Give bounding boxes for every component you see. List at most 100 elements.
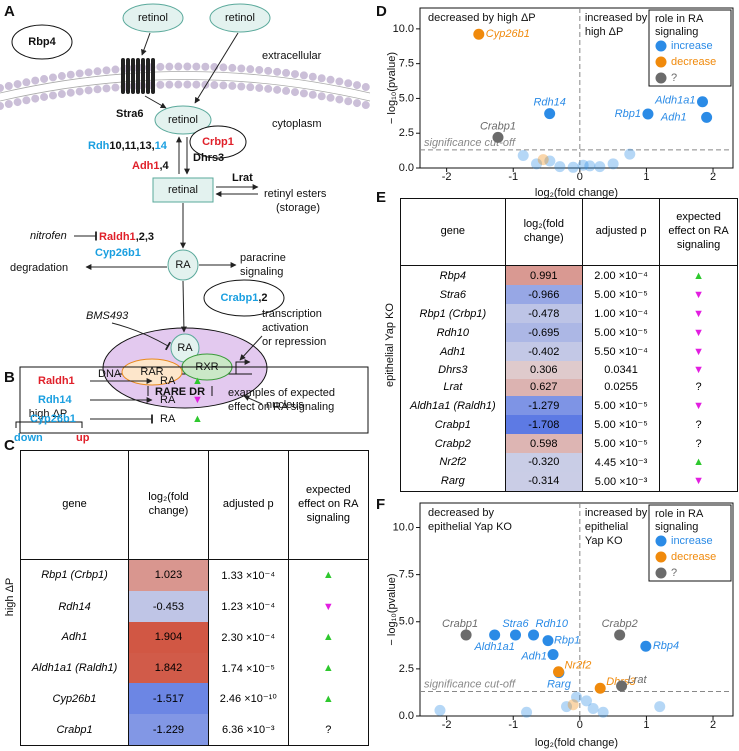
cell: Crabp1 [434, 418, 471, 431]
panel-letters: A B C D E F [4, 3, 387, 513]
x-tick-label: -2 [442, 719, 452, 731]
header-cell: expected effect on RA signaling [287, 451, 368, 560]
label: cytoplasm [272, 118, 322, 130]
label: degradation [10, 262, 68, 274]
cell: 5.00 ×10⁻⁵ [581, 396, 660, 416]
label: retinyl esters [264, 188, 327, 200]
header-cell: gene [401, 199, 506, 267]
stra6-protein [121, 58, 155, 94]
point [473, 28, 485, 40]
cell: Lrat [443, 381, 463, 394]
molecule [167, 249, 199, 281]
inhibition [111, 322, 172, 351]
x-tick-label: 0 [577, 171, 583, 183]
header-cell: adjusted p [207, 451, 289, 560]
key-bracket [15, 421, 83, 428]
label: signaling [240, 266, 283, 278]
y-tick-label: 0.0 [399, 162, 414, 174]
point [544, 155, 556, 167]
panel-label: D [376, 3, 387, 20]
point [509, 629, 521, 641]
cell: 1.904 [128, 621, 209, 653]
label: RA [175, 259, 191, 271]
cell: 1.33 ×10⁻⁴ [207, 559, 289, 592]
cell: ▲ [287, 559, 368, 592]
cutoff-label: significance cut-off [424, 137, 516, 149]
group-label: epithelial Yap KO [384, 303, 396, 387]
arrow [243, 395, 263, 405]
row: Crabp1 -1.708 5.00 ×10⁻⁵? [401, 415, 737, 435]
point-label: Rbp1 [615, 108, 641, 120]
y-tick-label: 2.5 [399, 663, 414, 675]
protein [11, 24, 73, 60]
x-axis-label: log₂(fold change) [535, 737, 618, 749]
point-label: Cyp26b1 [486, 28, 530, 40]
gene: Rdh14 [38, 394, 73, 406]
point-label: Rdh10 [536, 618, 569, 630]
point-label: Crabp2 [602, 618, 638, 630]
annotation: epithelial Yap KO [428, 521, 512, 533]
header-cell: log₂(fold change) [128, 451, 209, 560]
cell: -1.279 [504, 396, 583, 416]
row: Rbp1 (Crbp1) -0.478 1.00 ×10⁻⁴ ▼ [401, 304, 737, 324]
caption: effect on RA signaling [228, 401, 334, 413]
point [654, 701, 666, 713]
cell: ? [659, 415, 737, 435]
cell: ▼ [659, 471, 737, 491]
point [642, 108, 654, 120]
cell: ▲ [659, 265, 737, 286]
point [517, 149, 529, 161]
cell: Stra6 [439, 288, 466, 301]
legend-swatch [655, 72, 667, 84]
label-part: Crabp1 [220, 292, 258, 304]
cell: 5.00 ×10⁻³ [581, 471, 660, 491]
table-grid: gene log₂(fold change) adjusted p expected … [21, 451, 368, 745]
cell: 1.023 [128, 559, 209, 592]
point [537, 154, 549, 166]
key-up: up [76, 432, 90, 444]
legend-title: role in RA [655, 508, 704, 520]
cell: ▼ [659, 361, 737, 379]
point-label: Lrat [628, 674, 648, 686]
label: retinal [168, 184, 198, 196]
cell: Cyp26b1 [52, 692, 97, 705]
row: Rdh14 -0.453 1.23 ×10⁻⁴ ▼ [21, 591, 368, 622]
cell: 0.991 [504, 265, 583, 286]
point-label: Nr2f2 [565, 660, 592, 672]
label-part: ,2 [258, 292, 267, 304]
cell: -1.708 [504, 415, 583, 435]
label: retinol [168, 114, 198, 126]
cell: Adh1 [439, 345, 466, 358]
label: (storage) [276, 202, 320, 214]
label-part: ,4 [160, 160, 170, 172]
annotation: increased by [585, 12, 648, 24]
legend-title: role in RA [655, 13, 704, 25]
annotation: high ΔP [585, 26, 624, 38]
receptor [121, 358, 183, 386]
cell: -0.453 [128, 591, 209, 622]
cutoff-label: significance cut-off [424, 678, 516, 690]
table: gene log₂(fold change) adjusted p expected … [20, 450, 369, 746]
label-part: Rdh [88, 140, 110, 152]
row: Adh1 -0.402 5.50 ×10⁻⁴ ▼ [401, 342, 737, 362]
cell: 0.627 [504, 378, 583, 397]
label: RA [177, 342, 193, 354]
arrow [180, 280, 187, 333]
point [460, 629, 472, 641]
x-tick-label: 0 [577, 719, 583, 731]
legend-title: signaling [655, 521, 698, 533]
cell: -0.402 [504, 342, 583, 362]
x-tick-label: -1 [508, 171, 518, 183]
panel-label: B [4, 369, 15, 386]
legend-label: increase [671, 40, 713, 52]
panel-label: E [376, 189, 386, 206]
row: Crabp2 0.598 5.00 ×10⁻⁵? [401, 434, 737, 454]
point-label: Adh1 [660, 111, 687, 123]
label: paracrine [240, 252, 286, 264]
label: retinol [225, 12, 255, 24]
point-label: Aldh1a1 [473, 641, 514, 653]
box [19, 366, 369, 434]
cell: Dhrs3 [438, 363, 468, 376]
row: Lrat 0.627 0.0255? [401, 378, 737, 397]
